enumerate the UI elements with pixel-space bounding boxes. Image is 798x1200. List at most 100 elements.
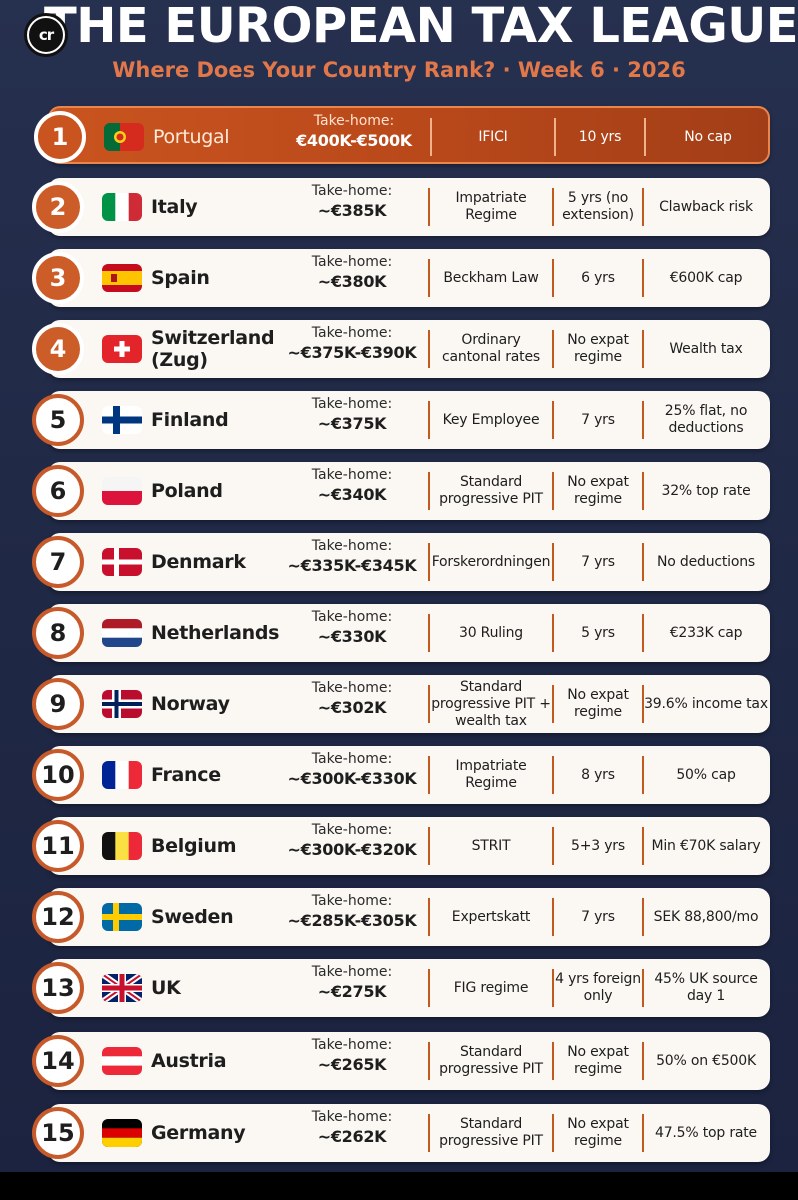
column-divider	[552, 330, 554, 368]
column-divider	[552, 827, 554, 865]
country-name: Finland	[151, 409, 229, 431]
table-row: 3 Spain Take-home: ~€380K Beckham Law 6 yrs €6…	[32, 249, 770, 307]
duration-cell: No expat regime	[567, 474, 629, 507]
column-divider	[552, 1114, 554, 1152]
belgium-flag-icon	[102, 832, 142, 860]
rank-badge: 14	[32, 1035, 84, 1087]
note-cell: SEK 88,800/mo	[653, 908, 759, 925]
regime-cell: STRIT	[471, 837, 511, 854]
country-name: Belgium	[151, 835, 237, 857]
take-home-cell: Take-home: ~€262K	[278, 1108, 426, 1148]
column-divider	[642, 543, 644, 581]
column-divider	[552, 259, 554, 297]
sweden-flag-icon	[102, 903, 142, 931]
rank-badge: 2	[32, 181, 84, 233]
take-home-value: ~€375K-€390K	[287, 343, 417, 362]
column-divider	[428, 969, 430, 1007]
column-divider	[642, 1042, 644, 1080]
duration-cell: 5 yrs (no extension)	[562, 190, 634, 223]
duration-cell: 7 yrs	[581, 553, 615, 570]
column-divider	[552, 969, 554, 1007]
regime-cell: Forskerordningen	[431, 553, 551, 570]
take-home-cell: Take-home: ~€380K	[278, 253, 426, 293]
take-home-cell: Take-home: ~€375K	[278, 395, 426, 435]
duration-cell: 6 yrs	[581, 269, 615, 286]
column-divider	[642, 898, 644, 936]
table-row: 13 UK Take-home: ~€275K FIG regime 4 yrs fore…	[32, 959, 770, 1017]
column-divider	[642, 827, 644, 865]
take-home-value: ~€385K	[317, 201, 387, 220]
column-divider	[428, 756, 430, 794]
column-divider	[428, 401, 430, 439]
column-divider	[642, 188, 644, 226]
column-divider	[552, 614, 554, 652]
cr-logo[interactable]: cr	[24, 13, 68, 57]
take-home-cell: Take-home: ~€265K	[278, 1036, 426, 1076]
denmark-flag-icon	[102, 548, 142, 576]
regime-cell: IFICI	[478, 128, 508, 145]
rank-badge: 11	[32, 820, 84, 872]
note-cell: 25% flat, no deductions	[664, 403, 748, 436]
country-name: Denmark	[151, 551, 246, 573]
duration-cell: 5 yrs	[581, 624, 615, 641]
take-home-value: ~€262K	[317, 1127, 387, 1146]
finland-flag-icon	[102, 406, 142, 434]
column-divider	[552, 1042, 554, 1080]
column-divider	[428, 1114, 430, 1152]
note-cell: 50% on €500K	[656, 1052, 756, 1069]
switzerland-flag-icon	[102, 335, 142, 363]
take-home-cell: Take-home: ~€300K-€330K	[278, 750, 426, 790]
regime-cell: Impatriate Regime	[455, 758, 527, 791]
rank-badge: 5	[32, 394, 84, 446]
take-home-value: ~€330K	[317, 627, 387, 646]
take-home-value: ~€302K	[317, 698, 387, 717]
take-home-value: ~€300K-€330K	[287, 769, 417, 788]
take-home-value: ~€375K	[317, 414, 387, 433]
take-home-cell: Take-home: ~€335K-€345K	[278, 537, 426, 577]
rank-badge: 6	[32, 465, 84, 517]
table-row: 8 Netherlands Take-home: ~€330K 30 Ruling 5 y…	[32, 604, 770, 662]
take-home-value: ~€265K	[317, 1055, 387, 1074]
note-cell: €233K cap	[669, 624, 743, 641]
take-home-label: Take-home:	[311, 1109, 393, 1125]
note-cell: 39.6% income tax	[644, 695, 768, 712]
table-row: 11 Belgium Take-home: ~€300K-€320K STRIT 5+3 …	[32, 817, 770, 875]
duration-cell: 7 yrs	[581, 411, 615, 428]
rank-badge: 4	[32, 323, 84, 375]
country-name: UK	[151, 977, 181, 999]
rank-badge: 7	[32, 536, 84, 588]
logo-text: cr	[27, 16, 65, 54]
take-home-value: ~€335K-€345K	[287, 556, 417, 575]
column-divider	[642, 1114, 644, 1152]
take-home-cell: Take-home: €400K-€500K	[280, 112, 428, 152]
column-divider	[428, 614, 430, 652]
duration-cell: No expat regime	[567, 687, 629, 720]
rank-badge: 3	[32, 252, 84, 304]
note-cell: Clawback risk	[659, 198, 753, 215]
table-row: 5 Finland Take-home: ~€375K Key Employee 7 yr…	[32, 391, 770, 449]
column-divider	[430, 118, 432, 156]
take-home-cell: Take-home: ~€302K	[278, 679, 426, 719]
take-home-label: Take-home:	[311, 751, 393, 767]
italy-flag-icon	[102, 193, 142, 221]
table-row: 15 Germany Take-home: ~€262K Standard progre…	[32, 1104, 770, 1162]
note-cell: €600K cap	[669, 269, 743, 286]
rank-badge: 13	[32, 962, 84, 1014]
column-divider	[552, 543, 554, 581]
take-home-value: ~€380K	[317, 272, 387, 291]
uk-flag-icon	[102, 974, 142, 1002]
spain-flag-icon	[102, 264, 142, 292]
rank-badge: 15	[32, 1107, 84, 1159]
table-row: 1 Portugal Take-home: €400K-€500K IFICI 10 yr…	[34, 106, 770, 164]
take-home-value: €400K-€500K	[296, 131, 412, 150]
duration-cell: No expat regime	[567, 332, 629, 365]
duration-cell: 10 yrs	[578, 128, 622, 145]
column-divider	[428, 259, 430, 297]
note-cell: No deductions	[657, 553, 755, 570]
regime-cell: Expertskatt	[451, 908, 531, 925]
regime-cell: Impatriate Regime	[455, 190, 527, 223]
take-home-label: Take-home:	[311, 254, 393, 270]
column-divider	[428, 827, 430, 865]
column-divider	[642, 401, 644, 439]
duration-cell: 7 yrs	[581, 908, 615, 925]
